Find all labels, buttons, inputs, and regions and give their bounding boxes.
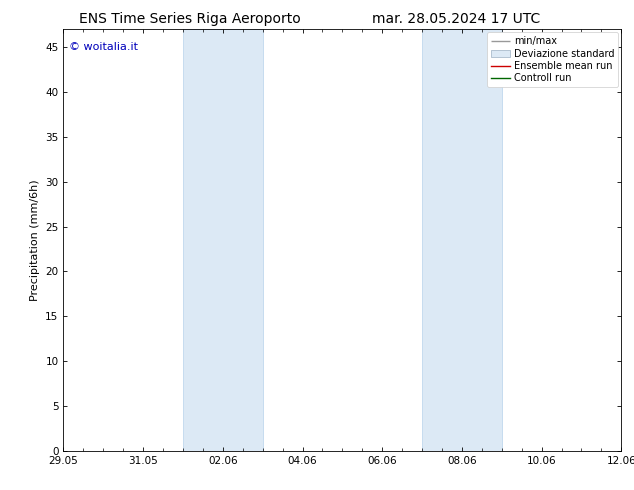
Y-axis label: Precipitation (mm/6h): Precipitation (mm/6h) bbox=[30, 179, 40, 301]
Text: ENS Time Series Riga Aeroporto: ENS Time Series Riga Aeroporto bbox=[79, 12, 301, 26]
Text: mar. 28.05.2024 17 UTC: mar. 28.05.2024 17 UTC bbox=[372, 12, 541, 26]
Legend: min/max, Deviazione standard, Ensemble mean run, Controll run: min/max, Deviazione standard, Ensemble m… bbox=[487, 32, 618, 87]
Bar bbox=[422, 29, 501, 451]
Text: © woitalia.it: © woitalia.it bbox=[69, 42, 138, 52]
Bar bbox=[183, 29, 262, 451]
